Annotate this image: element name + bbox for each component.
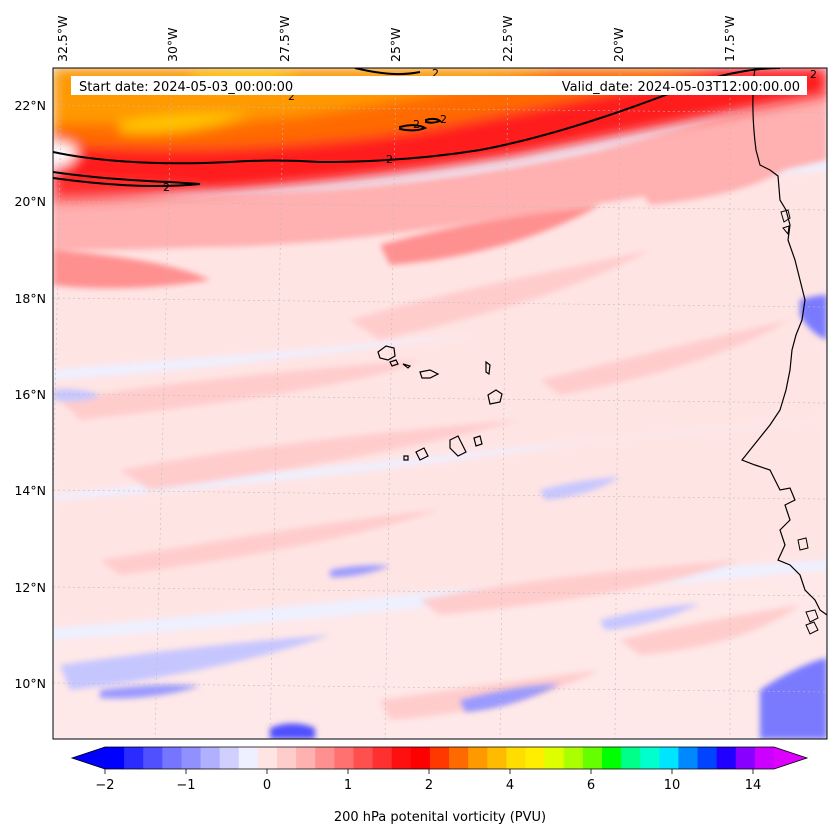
lon-label: 32.5°W (55, 16, 70, 62)
pv-field-moderate (53, 90, 827, 289)
colorbar-cell (162, 747, 183, 769)
date-banner (71, 76, 807, 95)
colorbar-cell (143, 747, 163, 769)
colorbar-cell (238, 747, 259, 769)
colorbar-under-arrow (72, 747, 105, 769)
colorbar-tick-label: 10 (664, 778, 681, 793)
colorbar-cell (181, 747, 202, 769)
colorbar-cell (372, 747, 393, 769)
lon-label: 27.5°W (277, 16, 292, 62)
colorbar-cell (449, 747, 469, 769)
contour-label: 2 (163, 181, 170, 194)
colorbar-cell (525, 747, 546, 769)
colorbar-cell (410, 747, 431, 769)
colorbar-cell (506, 747, 527, 769)
colorbar-cell (353, 747, 374, 769)
valid-date-text: Valid_date: 2024-05-03T12:00:00.00 (562, 80, 800, 95)
contour-label: 2 (413, 118, 420, 131)
colorbar-tick-label: 4 (506, 778, 514, 793)
colorbar-cell (257, 747, 278, 769)
colorbar-cell (697, 747, 718, 769)
colorbar-cell (659, 747, 680, 769)
colorbar-cell (735, 747, 756, 769)
lat-label: 18°N (14, 291, 46, 306)
lon-label: 20°W (611, 27, 626, 62)
colorbar-cells (105, 747, 775, 769)
colorbar-cell (200, 747, 221, 769)
colorbar-cell (468, 747, 488, 769)
colorbar: −2 −1 0 1 2 4 6 10 14 200 hPa potenital … (70, 746, 809, 825)
lon-label: 17.5°W (722, 16, 737, 62)
colorbar-cell (487, 747, 507, 769)
contour-label: 2 (432, 67, 439, 80)
colorbar-tick-labels: −2 −1 0 1 2 4 6 10 14 (95, 778, 761, 793)
map-frame (52, 67, 828, 740)
coastline-africa-detail (780, 209, 819, 635)
colorbar-cell (334, 747, 355, 769)
lat-label: 14°N (14, 483, 46, 498)
colorbar-cell (716, 747, 737, 769)
lon-label: 25°W (388, 27, 403, 62)
lat-label: 16°N (14, 387, 46, 402)
cape-verde-islands (377, 345, 503, 461)
colorbar-cell (315, 747, 335, 769)
colorbar-tick-label: −2 (95, 778, 114, 793)
colorbar-tick-label: 14 (745, 778, 762, 793)
lon-label: 22.5°W (500, 16, 515, 62)
lon-label: 30°W (165, 27, 180, 62)
colorbar-cell (544, 747, 565, 769)
contour-label: 2 (810, 68, 817, 81)
colorbar-cell (391, 747, 412, 769)
lat-label: 22°N (14, 98, 46, 113)
colorbar-cell (124, 747, 144, 769)
colorbar-cell (563, 747, 584, 769)
colorbar-cell (582, 747, 603, 769)
colorbar-tick-label: 2 (425, 778, 433, 793)
latitude-labels: 22°N 20°N 18°N 16°N 14°N 12°N 10°N (14, 98, 46, 691)
lat-label: 10°N (14, 676, 46, 691)
colorbar-cell (621, 747, 641, 769)
longitude-labels: 32.5°W 30°W 27.5°W 25°W 22.5°W 20°W 17.5… (55, 16, 737, 62)
colorbar-tick-label: 0 (263, 778, 271, 793)
colorbar-cell (277, 747, 297, 769)
colorbar-tick-label: −1 (176, 778, 195, 793)
colorbar-cell (678, 747, 699, 769)
colorbar-tick-label: 1 (344, 778, 352, 793)
colorbar-over-arrow (774, 747, 807, 769)
colorbar-cell (429, 747, 450, 769)
lat-label: 20°N (14, 194, 46, 209)
lat-label: 12°N (14, 580, 46, 595)
colorbar-cell (219, 747, 240, 769)
colorbar-title: 200 hPa potenital vorticity (PVU) (334, 810, 546, 825)
contour-label: 2 (288, 90, 295, 103)
coastline-africa (741, 68, 827, 616)
colorbar-ticks (104, 769, 754, 774)
colorbar-cell (640, 747, 660, 769)
contour-label: 2 (440, 113, 447, 126)
colorbar-cell (601, 747, 622, 769)
colorbar-cell (754, 747, 775, 769)
colorbar-cell (105, 747, 125, 769)
colorbar-cell (296, 747, 316, 769)
start-date-text: Start date: 2024-05-03_00:00:00 (79, 80, 293, 95)
colorbar-tick-label: 6 (587, 778, 595, 793)
contour-label: 2 (386, 153, 393, 166)
map-panel: 2 2 2 2 2 2 2 Start date: 2024-05-03_00:… (53, 67, 827, 739)
